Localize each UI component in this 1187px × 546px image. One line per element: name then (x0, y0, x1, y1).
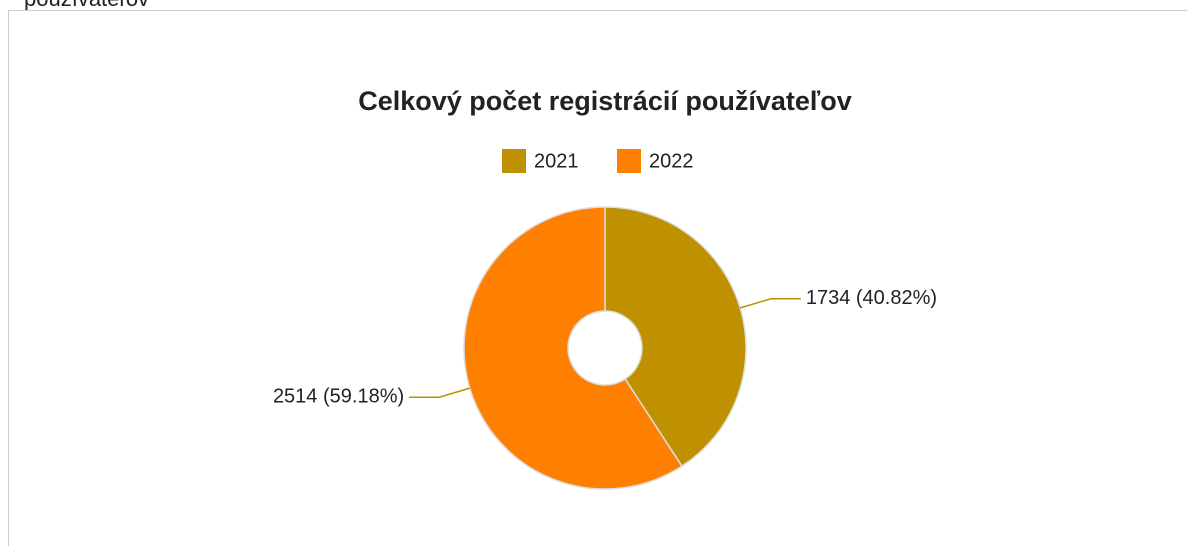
legend-swatch (502, 149, 526, 173)
legend-label: 2021 (534, 150, 579, 172)
donut-slice (463, 206, 683, 490)
chart-panel (8, 10, 1187, 546)
leader-line (409, 387, 471, 398)
page-heading: používateľov (24, 0, 149, 12)
legend-label: 2022 (649, 150, 694, 172)
legend-swatch (617, 149, 641, 173)
data-label: 2514 (59.18%) (273, 385, 404, 407)
chart-title: Celkový počet registrácií používateľov (358, 86, 852, 116)
data-label: 1734 (40.82%) (806, 287, 937, 309)
leader-line (739, 298, 801, 309)
